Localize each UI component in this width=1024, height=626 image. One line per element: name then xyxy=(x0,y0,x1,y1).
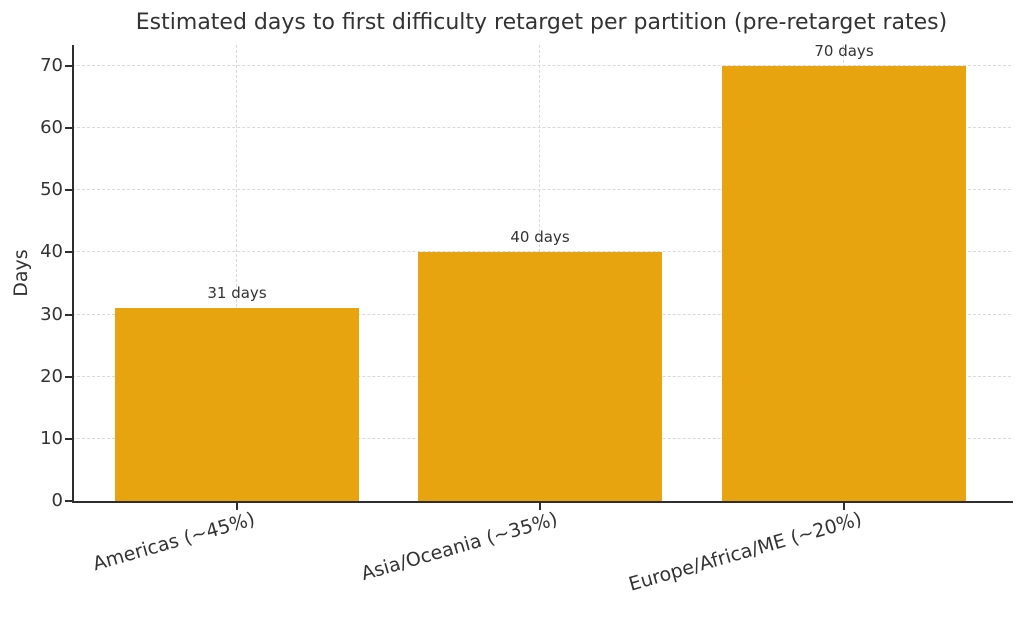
y-tick-mark xyxy=(65,313,72,316)
x-axis-spine xyxy=(72,501,1013,503)
x-tick-label: Asia/Oceania (~35%) xyxy=(358,508,561,586)
x-tick-label: Europe/Africa/ME (~20%) xyxy=(626,508,865,596)
y-tick-label: 30 xyxy=(40,303,63,325)
y-tick-mark xyxy=(65,437,72,440)
y-tick-label: 60 xyxy=(40,117,63,139)
y-tick-mark xyxy=(65,65,72,68)
y-tick-label: 20 xyxy=(40,365,63,387)
bar xyxy=(722,66,966,501)
bar-value-label: 40 days xyxy=(510,228,570,247)
x-tick-mark xyxy=(539,503,541,510)
gridline-horizontal xyxy=(72,189,1011,191)
gridline-horizontal xyxy=(72,65,1011,67)
x-tick-mark xyxy=(236,503,238,510)
y-tick-label: 50 xyxy=(40,179,63,201)
y-tick-mark xyxy=(65,189,72,192)
bar xyxy=(115,308,359,501)
y-axis-spine xyxy=(72,45,74,503)
gridline-horizontal xyxy=(72,127,1011,129)
y-tick-label: 10 xyxy=(40,427,63,449)
y-tick-label: 70 xyxy=(40,55,63,77)
bar xyxy=(418,252,662,501)
y-tick-mark xyxy=(65,127,72,130)
y-tick-label: 0 xyxy=(51,490,63,511)
bar-value-label: 70 days xyxy=(814,42,874,61)
gridline-horizontal xyxy=(72,251,1011,253)
chart-title: Estimated days to first difficulty retar… xyxy=(135,10,948,35)
y-tick-mark xyxy=(65,375,72,378)
y-tick-mark xyxy=(65,251,72,254)
bar-value-label: 31 days xyxy=(207,284,267,303)
y-tick-mark xyxy=(65,500,72,502)
y-tick-label: 40 xyxy=(40,241,63,263)
x-tick-mark xyxy=(843,503,845,510)
gridline-vertical xyxy=(236,45,237,501)
x-tick-label: Americas (~45%) xyxy=(90,508,258,576)
